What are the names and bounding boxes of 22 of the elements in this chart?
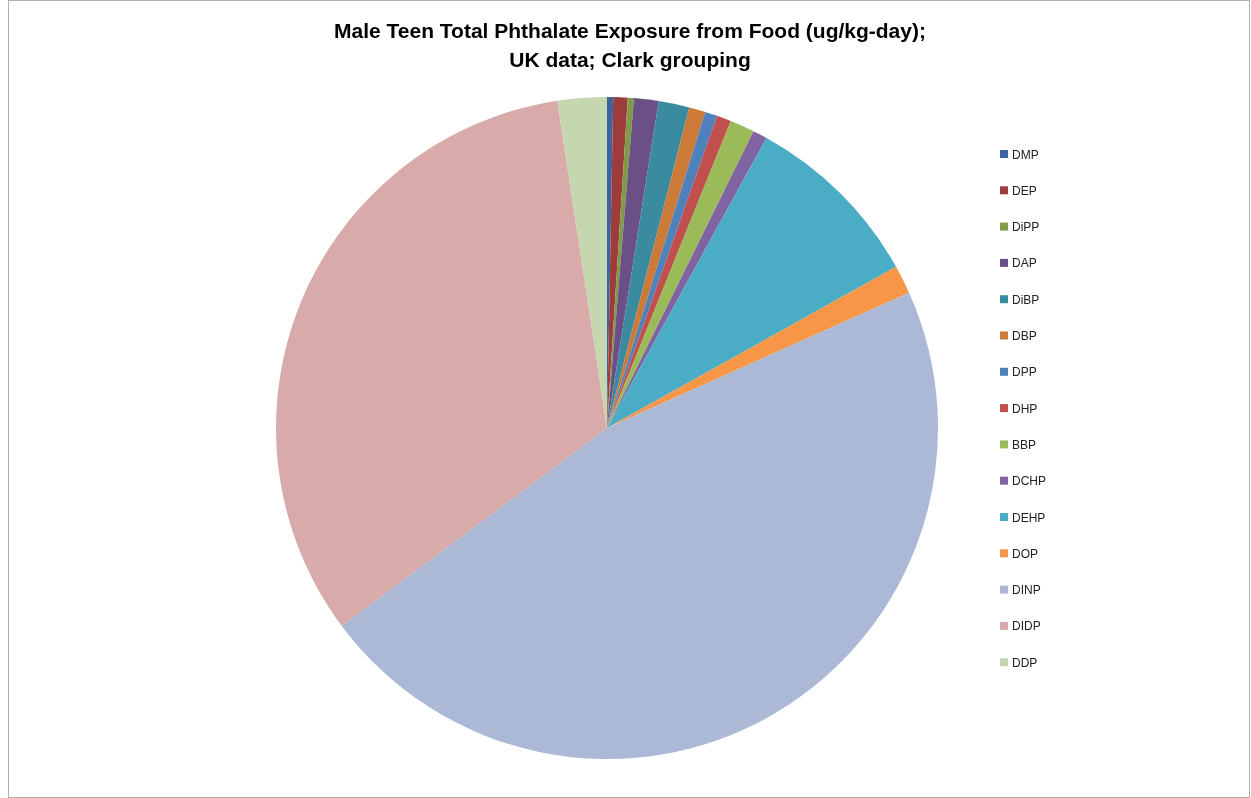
- chart-title: Male Teen Total Phthalate Exposure from Food (ug/kg-day); UK data; Clark grouping: [334, 19, 926, 71]
- legend-label: DDP: [1012, 655, 1038, 670]
- legend-label: DBP: [1012, 329, 1037, 343]
- legend-label: DINP: [1012, 583, 1041, 598]
- legend-label: DCHP: [1012, 474, 1047, 489]
- legend-label: DEP: [1012, 183, 1037, 198]
- legend-label: DMP: [1012, 147, 1039, 162]
- legend-label: DiBP: [1012, 292, 1040, 307]
- pie-slice: [607, 137, 897, 428]
- legend-label: DEHP: [1012, 510, 1046, 525]
- legend-label: BBP: [1012, 437, 1037, 452]
- legend-label: DPP: [1012, 365, 1037, 380]
- legend-label: DAP: [1012, 256, 1037, 271]
- pie-slice: [607, 98, 659, 428]
- pie-slice: [557, 97, 607, 428]
- pie-slice: [341, 292, 938, 759]
- legend-label: DIDP: [1012, 619, 1041, 634]
- legend-label: DiPP: [1012, 220, 1040, 235]
- legend-label: DOP: [1012, 546, 1039, 561]
- legend-label: DHP: [1012, 401, 1038, 416]
- pie-slice: [607, 101, 690, 428]
- pie-slice: [276, 100, 607, 626]
